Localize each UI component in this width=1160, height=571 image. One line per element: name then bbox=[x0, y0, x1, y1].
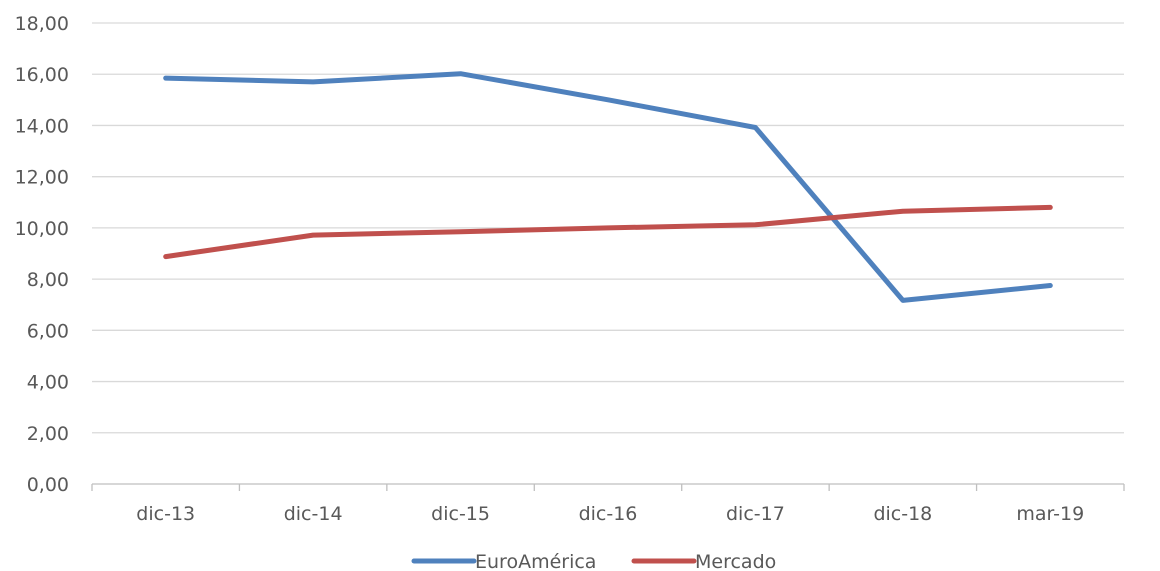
series-line bbox=[163, 71, 1053, 303]
x-tick-label: dic-13 bbox=[136, 503, 195, 525]
x-tick-label: dic-17 bbox=[726, 503, 785, 525]
legend-label: Mercado bbox=[695, 551, 776, 571]
y-axis-ticks: 0,00 2,00 4,00 6,00 8,00 10,00 12,00 14,00 16,00… bbox=[15, 13, 69, 496]
y-tick-label: 18,00 bbox=[15, 13, 69, 35]
y-tick-label: 14,00 bbox=[15, 115, 69, 137]
y-tick-label: 12,00 bbox=[15, 167, 69, 189]
y-tick-label: 2,00 bbox=[27, 423, 69, 445]
y-tick-label: 6,00 bbox=[27, 320, 69, 342]
series-lines bbox=[163, 71, 1053, 303]
y-tick-label: 10,00 bbox=[15, 218, 69, 240]
y-tick-label: 8,00 bbox=[27, 269, 69, 291]
y-tick-label: 4,00 bbox=[27, 372, 69, 394]
y-tick-label: 0,00 bbox=[27, 474, 69, 496]
legend: EuroAmérica Mercado bbox=[411, 551, 776, 571]
x-axis: dic-13 dic-14 dic-15 dic-16 dic-17 dic-18 mar-… bbox=[91, 483, 1125, 525]
legend-label: EuroAmérica bbox=[475, 551, 596, 571]
x-tick-label: dic-16 bbox=[579, 503, 638, 525]
y-tick-label: 16,00 bbox=[15, 64, 69, 86]
x-tick-label: dic-14 bbox=[284, 503, 343, 525]
series-line bbox=[163, 204, 1053, 260]
x-tick-label: dic-18 bbox=[873, 503, 932, 525]
x-tick-label: mar-19 bbox=[1016, 503, 1084, 525]
x-tick-label: dic-15 bbox=[431, 503, 490, 525]
